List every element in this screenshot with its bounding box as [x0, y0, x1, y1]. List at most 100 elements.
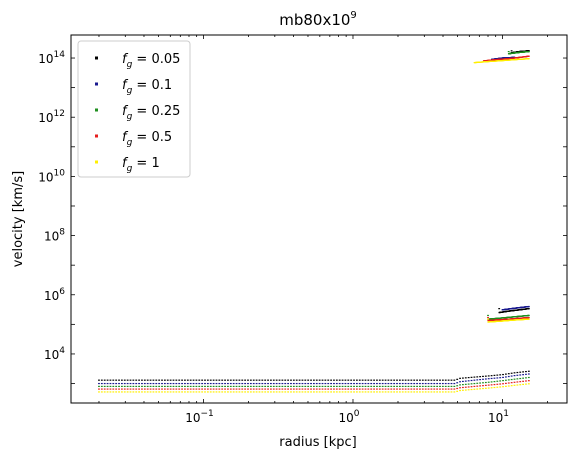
data-point	[321, 388, 324, 390]
data-point	[453, 388, 456, 390]
data-point	[384, 388, 387, 390]
data-point	[450, 385, 453, 388]
legend-label: fg = 0.05	[122, 52, 180, 70]
data-point	[333, 388, 335, 390]
data-point	[115, 388, 118, 390]
data-point	[430, 382, 433, 385]
data-point	[198, 388, 201, 390]
data-point	[516, 374, 519, 376]
data-point	[527, 316, 530, 319]
data-point	[505, 376, 507, 378]
data-point	[149, 382, 152, 385]
data-point	[384, 391, 387, 393]
data-point	[290, 382, 292, 385]
data-point	[390, 379, 393, 381]
data-point	[407, 379, 410, 381]
data-point	[419, 388, 421, 390]
data-point	[401, 388, 404, 390]
data-point	[315, 391, 318, 393]
data-point	[301, 382, 304, 385]
legend-frame	[77, 40, 191, 178]
data-point	[261, 385, 264, 388]
data-point	[109, 385, 112, 388]
data-point	[138, 385, 140, 388]
data-point	[505, 379, 507, 381]
data-point	[473, 388, 476, 390]
data-point	[152, 382, 155, 385]
data-point	[106, 388, 109, 390]
data-point	[476, 379, 479, 381]
data-point	[364, 388, 367, 390]
data-point	[189, 385, 192, 388]
data-point	[126, 388, 129, 390]
data-point	[361, 391, 364, 393]
data-point	[341, 388, 344, 390]
data-point	[344, 388, 347, 390]
data-point	[407, 391, 410, 393]
data-point	[487, 314, 489, 317]
data-point	[353, 379, 355, 381]
data-point	[327, 388, 330, 390]
data-point	[204, 388, 206, 390]
data-point	[464, 377, 467, 379]
data-point	[335, 388, 338, 390]
data-point	[527, 380, 530, 382]
data-point	[502, 373, 504, 376]
data-point	[275, 379, 278, 381]
data-point	[453, 379, 456, 381]
data-point	[290, 385, 292, 388]
data-point	[275, 382, 278, 385]
data-point	[456, 385, 459, 387]
data-point	[527, 314, 530, 317]
data-point	[298, 391, 301, 393]
data-point	[258, 391, 261, 393]
data-point	[347, 382, 350, 385]
data-point	[178, 391, 181, 393]
data-point	[436, 391, 439, 393]
data-point	[115, 385, 118, 388]
data-point	[407, 385, 410, 388]
data-point	[290, 388, 292, 390]
data-point	[378, 388, 381, 390]
data-point	[519, 371, 522, 373]
data-point	[459, 377, 461, 379]
data-point	[118, 385, 120, 388]
data-point	[350, 385, 353, 388]
data-point	[327, 379, 330, 381]
legend-label: fg = 0.25	[122, 104, 180, 122]
data-point	[189, 391, 192, 393]
data-point	[424, 391, 427, 393]
data-point	[341, 391, 344, 393]
data-point	[206, 382, 209, 385]
data-point	[103, 391, 106, 393]
data-point	[479, 376, 482, 378]
data-point	[252, 391, 255, 393]
data-point	[341, 385, 344, 388]
data-point	[98, 388, 100, 390]
data-point	[410, 388, 413, 390]
data-point	[404, 388, 407, 390]
data-point	[135, 382, 138, 385]
data-point	[198, 379, 201, 381]
data-point	[376, 385, 378, 388]
data-point	[212, 379, 215, 381]
data-point	[138, 391, 140, 393]
data-point	[313, 379, 315, 381]
data-point	[358, 388, 361, 390]
data-point	[261, 388, 264, 390]
data-point	[129, 379, 132, 381]
data-point	[327, 391, 330, 393]
data-point	[390, 382, 393, 385]
data-point	[470, 383, 473, 385]
data-point	[376, 388, 378, 390]
data-point	[393, 382, 396, 385]
data-point	[387, 385, 390, 388]
data-point	[355, 388, 358, 390]
data-point	[295, 379, 298, 381]
data-point	[321, 382, 324, 385]
data-marks	[98, 50, 530, 393]
data-point	[459, 389, 461, 392]
data-point	[141, 391, 143, 393]
data-point	[430, 385, 433, 388]
data-point	[192, 382, 195, 385]
